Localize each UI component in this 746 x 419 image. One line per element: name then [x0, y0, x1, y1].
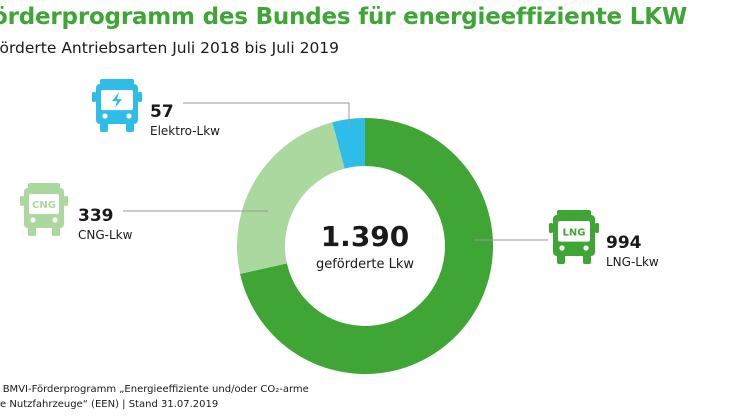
- value-label-lng: 994: [606, 233, 642, 253]
- total-label: geförderte Lkw: [316, 257, 414, 272]
- source-line-1: e: BMVI-Förderprogramm „Energieeffizient…: [0, 384, 309, 395]
- truck-cng-icon: CNG: [20, 183, 68, 236]
- chart-title: örderprogramm des Bundes für energieeffi…: [0, 4, 688, 30]
- chart-subtitle: förderte Antriebsarten Juli 2018 bis Jul…: [0, 39, 340, 57]
- truck-icon-text-cng: CNG: [32, 200, 56, 211]
- legend-icons: CNG LNG: [20, 79, 599, 264]
- total-value: 1.390: [321, 220, 410, 253]
- name-label-lng: LNG-Lkw: [606, 255, 659, 269]
- leader-line-elektro: [183, 102, 350, 128]
- source-line-2: ere Nutzfahrzeuge“ (EEN) | Stand 31.07.2…: [0, 399, 219, 410]
- leader-lines: [123, 102, 548, 241]
- name-label-cng: CNG-Lkw: [78, 228, 133, 242]
- slice-cng: [237, 122, 345, 274]
- slice-lng: [240, 118, 494, 374]
- truck-electric-icon: [92, 79, 142, 132]
- source-note: e: BMVI-Förderprogramm „Energieeffizient…: [0, 382, 309, 412]
- slice-elektro: [332, 118, 365, 169]
- value-label-elektro: 57: [150, 102, 174, 122]
- value-label-cng: 339: [78, 206, 114, 226]
- truck-icon-text-lng: LNG: [563, 227, 586, 238]
- slice-labels: 57 Elektro-Lkw 339 CNG-Lkw 994 LNG-Lkw: [78, 102, 659, 269]
- donut-slices: [237, 118, 494, 374]
- name-label-elektro: Elektro-Lkw: [150, 124, 220, 138]
- truck-lng-icon: LNG: [549, 210, 599, 264]
